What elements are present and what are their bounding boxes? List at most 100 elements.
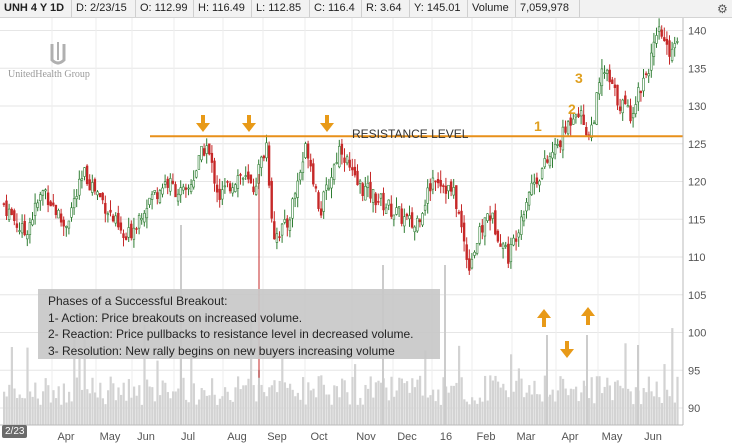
candle-body [158,190,162,203]
candle-body [262,155,266,159]
candle-body [556,144,559,146]
first-date-badge: 2/23 [2,425,28,438]
candle-body [57,210,60,219]
volume-bar [377,380,380,425]
high-readout: H: 116.49 [194,0,252,17]
x-tick-label: Mar [517,431,536,443]
candle-body [512,237,515,246]
volume-bar [616,380,619,425]
candle-body [150,193,154,200]
candle-body [249,174,253,184]
candle-body [488,215,492,221]
volume-bar [281,346,284,425]
volume-bar [322,384,325,425]
down-arrow-1 [196,115,210,132]
volume-bar [31,396,34,425]
volume-bar [502,383,505,425]
volume-bar [62,383,65,425]
candle-body [52,202,55,206]
volume-bar [330,404,333,425]
volume-bar [351,376,354,425]
candle-body [130,223,133,239]
volume-bar [536,394,539,425]
candle-body [179,187,182,196]
candle-body [288,219,292,231]
candle-body [579,110,583,117]
volume-bar [346,392,349,425]
volume-bar [484,375,487,425]
volume-bar [47,385,50,425]
volume-spike [637,345,639,425]
candle-body [460,210,463,228]
close-readout: C: 116.4 [310,0,362,17]
volume-bar [237,376,240,425]
candle-body [104,202,107,214]
volume-bar [673,402,676,425]
volume-bar [497,381,500,425]
candle-body [218,188,221,200]
volume-bar [135,395,138,425]
volume-bar [582,380,585,425]
candle-body [340,143,344,155]
volume-bar [632,404,635,425]
candle-body [369,182,372,199]
candle-body [304,143,307,158]
candle-body [457,211,461,214]
low-readout: L: 112.85 [252,0,310,17]
volume-bar [478,397,481,425]
candle-body [96,191,99,196]
candle-body [403,216,406,227]
y-tick-label: 140 [688,26,706,38]
candle-body [265,142,268,159]
volume-bar [278,380,281,425]
candle-body [78,178,81,196]
candle-body [413,226,416,233]
volume-bar [465,401,468,425]
volume-bar [608,385,611,425]
candle-body [72,198,76,209]
volume-bar [549,394,552,425]
resistance-label: RESISTANCE LEVEL [352,127,469,141]
volume-bar [411,378,414,425]
volume-bar [408,392,411,425]
volume-bar [294,396,297,425]
candle-body [595,92,598,125]
candle-body [392,214,396,220]
volume-bar [153,401,156,425]
candle-body [400,208,403,224]
settings-icon[interactable]: ⚙ [717,2,728,16]
candle-body [530,182,533,195]
y-tick-label: 90 [688,403,700,415]
candle-body [114,215,117,224]
volume-bar [200,388,203,425]
candle-body [137,215,141,229]
candle-body [244,175,247,177]
volume-bar [309,390,312,425]
volume-bar [439,404,442,425]
candle-body [408,215,411,220]
candle-body [85,165,89,185]
candle-body [569,117,572,126]
candle-body [296,180,299,198]
volume-bar [655,381,658,425]
candle-body [517,232,520,238]
candle-body [143,213,146,223]
volume-readout: 7,059,978 [516,0,580,17]
volume-bar [390,376,393,425]
candle-body [366,182,370,188]
volume-bar [29,391,32,425]
volume-bar [590,377,593,425]
volume-bar [606,377,609,425]
volume-bar [619,385,622,425]
volume-label: Volume [468,0,516,17]
candle-body [215,184,219,193]
candle-body [496,230,500,242]
candle-body [200,145,203,161]
symbol-label[interactable]: UNH 4 Y 1D [0,0,72,17]
volume-bar [73,330,76,425]
volume-bar [455,382,458,425]
volume-bar [42,391,45,425]
candle-body [442,185,445,187]
candle-body [208,143,211,155]
volume-bar [380,382,383,425]
